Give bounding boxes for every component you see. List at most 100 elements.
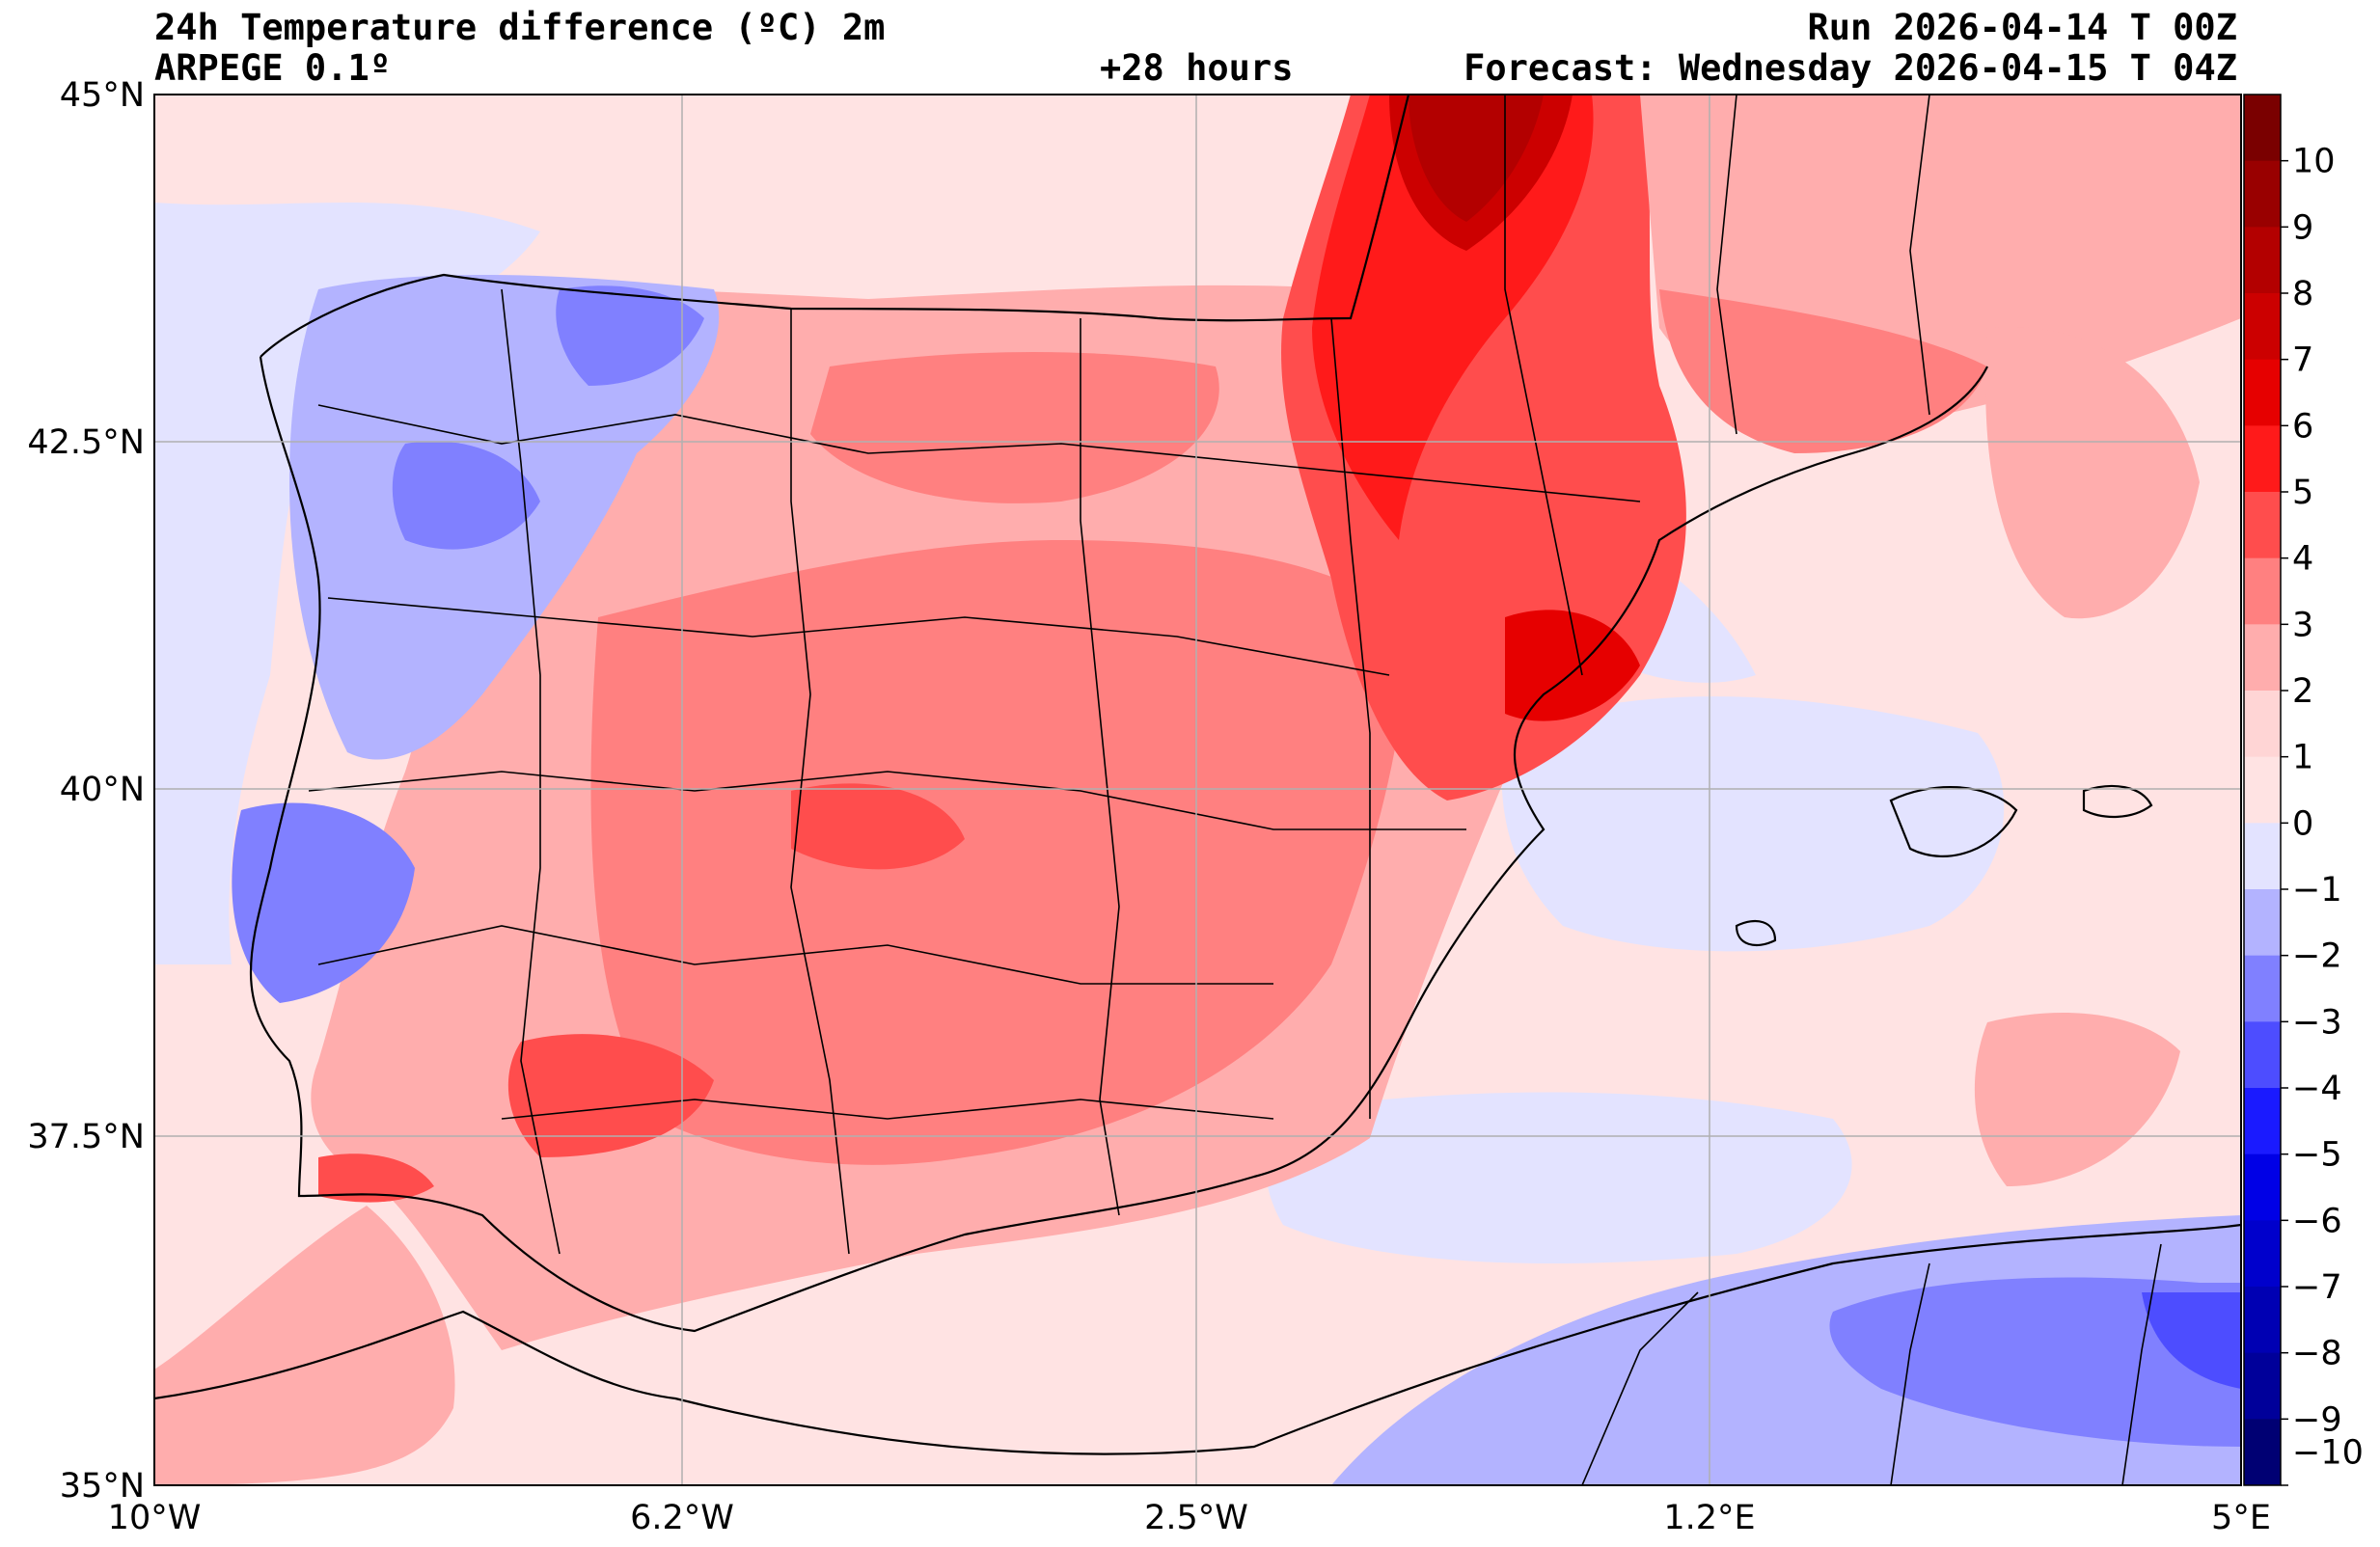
lead-time: +28 hours bbox=[1100, 47, 1294, 89]
colorbar-swatch bbox=[2244, 823, 2281, 890]
model-name: ARPEGE 0.1º bbox=[154, 47, 392, 89]
colorbar-label: 10 bbox=[2292, 143, 2336, 181]
colorbar-swatch bbox=[2244, 227, 2281, 294]
lat-label: 45°N bbox=[60, 76, 145, 115]
border-line bbox=[1909, 95, 1930, 416]
colorbar-label: −3 bbox=[2292, 1003, 2342, 1042]
border-line bbox=[1330, 317, 1371, 1119]
province-borders bbox=[308, 95, 2162, 1485]
north-africa-coast bbox=[154, 1223, 2241, 1455]
border-line bbox=[308, 771, 1466, 830]
algeria-minus4 bbox=[2142, 1292, 2241, 1389]
colorbar-label: −10 bbox=[2292, 1434, 2364, 1473]
alboran-negative-area bbox=[1265, 1092, 1852, 1263]
border-line bbox=[327, 597, 1390, 676]
aquitaine-plus8 bbox=[1409, 95, 1544, 222]
colorbar-swatch bbox=[2244, 624, 2281, 692]
lon-label: 2.5°W bbox=[1144, 1499, 1248, 1537]
menorca-coast bbox=[2082, 784, 2153, 819]
colorbar-label: 5 bbox=[2292, 474, 2313, 512]
colorbar-swatch bbox=[2244, 359, 2281, 426]
colorbar-label: 9 bbox=[2292, 208, 2313, 247]
ibiza-coast bbox=[1735, 919, 1777, 947]
colorbar-label: −6 bbox=[2292, 1202, 2342, 1240]
border-line bbox=[1080, 318, 1120, 1216]
lon-labels: 10°W 6.2°W 2.5°W 1.2°E 5°E bbox=[108, 1499, 2271, 1537]
colorbar-swatch bbox=[2244, 1419, 2281, 1486]
colorbar-swatch bbox=[2244, 1287, 2281, 1354]
colorbar-swatch bbox=[2244, 557, 2281, 625]
colorbar-label: 1 bbox=[2292, 739, 2313, 777]
colorbar-swatch bbox=[2244, 160, 2281, 228]
colorbar-label: 3 bbox=[2292, 606, 2313, 644]
colorbar-swatch bbox=[2244, 1088, 2281, 1155]
lon-label: 6.2°W bbox=[630, 1499, 734, 1537]
forecast-time: Forecast: Wednesday 2026-04-15 T 04Z bbox=[1464, 47, 2237, 89]
cantabria-minus3 bbox=[556, 285, 704, 386]
gulf-of-lion-plus2 bbox=[1985, 327, 2200, 619]
gulf-of-cadiz-plus2 bbox=[154, 1206, 455, 1485]
map-frame bbox=[153, 94, 2242, 1486]
gridlines bbox=[154, 95, 2241, 1485]
lat-label: 35°N bbox=[60, 1467, 145, 1506]
border-line bbox=[1581, 1243, 2162, 1485]
border-line bbox=[790, 309, 850, 1255]
map-field bbox=[154, 95, 2241, 1485]
colorbar-label: 7 bbox=[2292, 341, 2313, 380]
colorbar-swatch bbox=[2244, 889, 2281, 957]
colorbar-label: 8 bbox=[2292, 275, 2313, 313]
lon-label: 5°E bbox=[2211, 1499, 2271, 1537]
border-line bbox=[1504, 95, 1583, 676]
colorbar-swatch bbox=[2244, 95, 2281, 162]
border-line bbox=[501, 1099, 1274, 1120]
colorbar-label: 4 bbox=[2292, 540, 2313, 579]
colorbar-label: 6 bbox=[2292, 407, 2313, 446]
colorbar-label: 2 bbox=[2292, 672, 2313, 711]
colorbar-label: −7 bbox=[2292, 1268, 2342, 1307]
colorbar-swatch bbox=[2244, 293, 2281, 361]
colorbar-swatch bbox=[2244, 756, 2281, 824]
colorbar-frame bbox=[2243, 94, 2282, 1486]
lat-label: 40°N bbox=[60, 771, 145, 809]
lon-label: 10°W bbox=[108, 1499, 202, 1537]
lon-label: 1.2°E bbox=[1663, 1499, 1755, 1537]
colorbar-swatch bbox=[2244, 1352, 2281, 1420]
central-spain-plus3 bbox=[590, 540, 1409, 1165]
minho-minus3 bbox=[392, 441, 540, 550]
border-line bbox=[1716, 95, 1737, 435]
colorbar-label: 0 bbox=[2292, 804, 2313, 843]
colorbar-swatch bbox=[2244, 492, 2281, 559]
guadalquivir-plus4 bbox=[507, 1034, 714, 1157]
catalonia-plus3 bbox=[1659, 289, 1987, 453]
colorbar-swatch bbox=[2244, 1153, 2281, 1221]
colorbar-swatch bbox=[2244, 1021, 2281, 1089]
balearic-negative-area bbox=[1501, 696, 2005, 952]
colorbar-swatch bbox=[2244, 425, 2281, 493]
lat-label: 42.5°N bbox=[27, 423, 145, 462]
sardinia-sea-plus2 bbox=[1974, 1013, 2180, 1186]
colorbar-swatch bbox=[2244, 1220, 2281, 1288]
west-south-east-coast bbox=[249, 356, 1988, 1333]
colorbar-label: −5 bbox=[2292, 1136, 2342, 1175]
colorbar-swatch bbox=[2244, 691, 2281, 758]
colorbar-label: −2 bbox=[2292, 937, 2342, 976]
pyrenees-plus5 bbox=[1312, 95, 1594, 540]
border-line bbox=[317, 925, 1273, 985]
coastlines bbox=[154, 95, 2241, 1455]
atlantic-negative-area bbox=[154, 203, 540, 964]
north-coast bbox=[260, 95, 1410, 358]
algeria-minus3 bbox=[1829, 1277, 2241, 1447]
chart-title: 24h Temperature difference (ºC) 2m bbox=[154, 7, 886, 48]
colorbar-swatch bbox=[2244, 955, 2281, 1022]
border-line bbox=[317, 404, 1641, 502]
la-mancha-plus4 bbox=[791, 783, 965, 870]
colorbar-label: −9 bbox=[2292, 1400, 2342, 1439]
lat-labels: 45°N 42.5°N 40°N 37.5°N 35°N bbox=[27, 76, 145, 1506]
lat-label: 37.5°N bbox=[27, 1118, 145, 1156]
border-line bbox=[501, 288, 561, 1255]
run-time: Run 2026-04-14 T 00Z bbox=[1807, 7, 2237, 48]
colorbar-label: −4 bbox=[2292, 1070, 2342, 1108]
north-meseta-plus3 bbox=[810, 352, 1219, 503]
